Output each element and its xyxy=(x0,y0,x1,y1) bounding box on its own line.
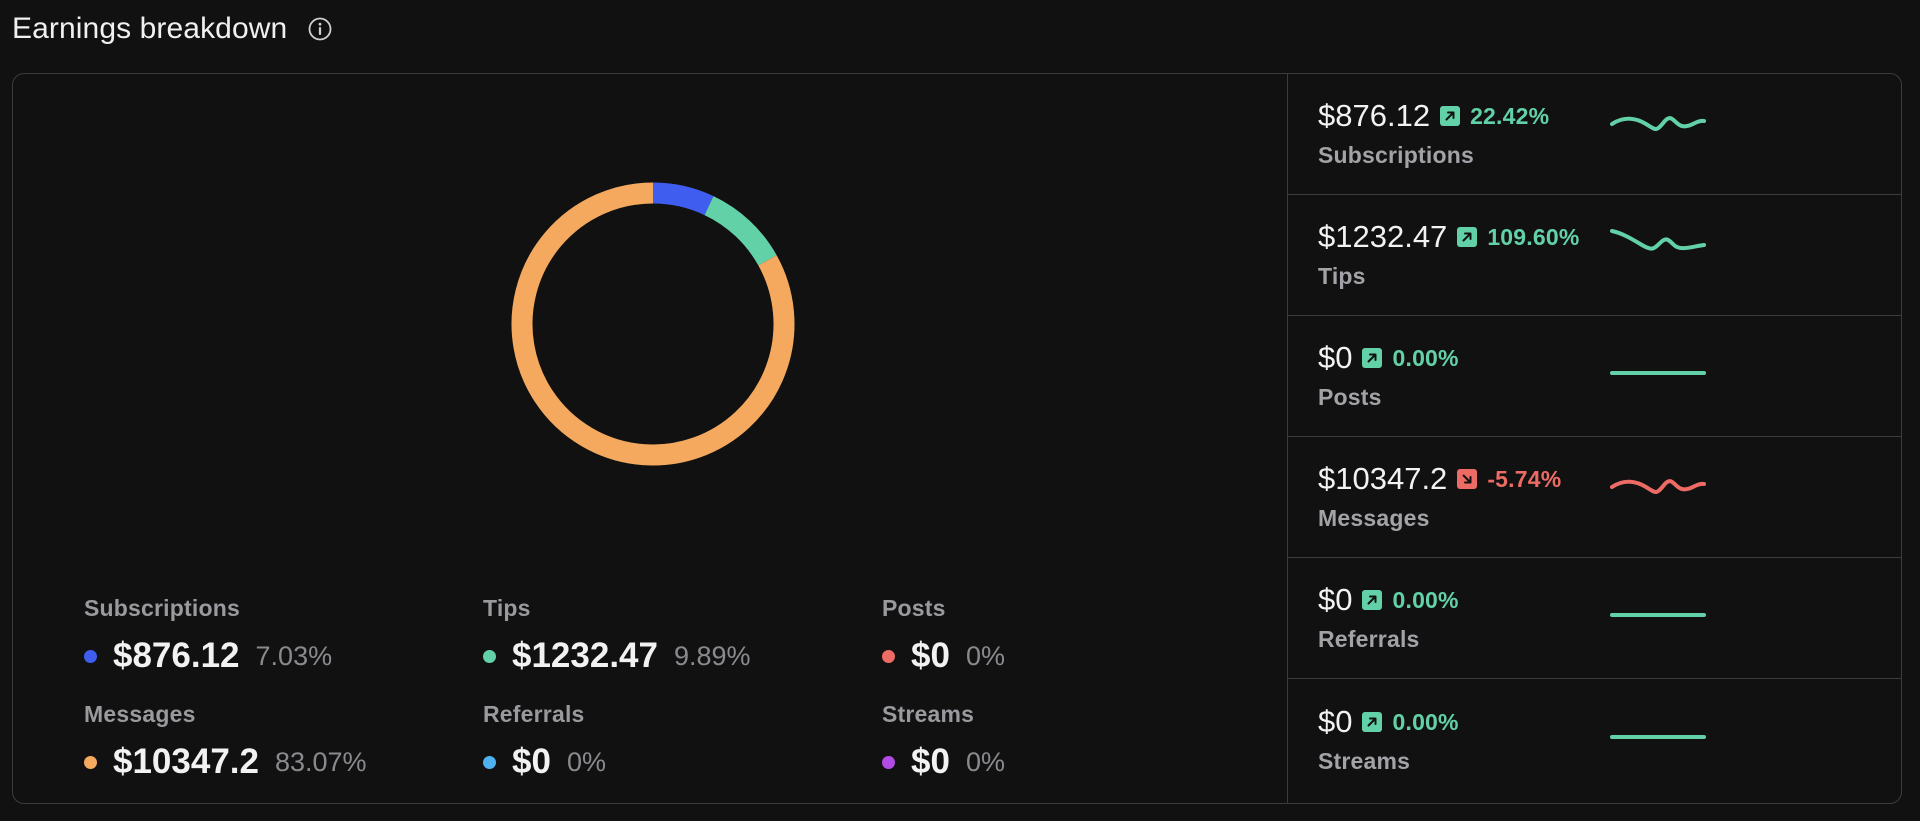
stats-panel: $876.12 22.42% Subscriptions $1232.47 10… xyxy=(1287,74,1901,803)
stat-label: Subscriptions xyxy=(1318,142,1474,168)
stat-value: $0 xyxy=(1318,582,1353,617)
legend-label: Subscriptions xyxy=(84,595,240,621)
stat-change: -5.74% xyxy=(1487,465,1562,492)
stat-change: 0.00% xyxy=(1392,708,1459,735)
legend-item-referrals: Referrals $0 0% xyxy=(483,701,606,782)
legend-item-streams: Streams $0 0% xyxy=(882,701,1005,782)
stat-change: 0.00% xyxy=(1392,586,1459,613)
legend-percent: 7.03% xyxy=(255,640,333,671)
legend-label: Messages xyxy=(84,701,196,727)
section-header: Earnings breakdown xyxy=(12,8,333,50)
stat-value: $10347.2 xyxy=(1318,461,1448,496)
stat-row-posts[interactable]: $0 0.00% Posts xyxy=(1288,316,1901,437)
legend-label: Referrals xyxy=(483,701,585,727)
earnings-card: Subscriptions $876.12 7.03% Tips $1232.4… xyxy=(12,73,1902,804)
stat-change: 22.42% xyxy=(1470,102,1550,129)
stat-row-referrals[interactable]: $0 0.00% Referrals xyxy=(1288,558,1901,679)
info-icon[interactable] xyxy=(307,16,333,42)
donut-chart xyxy=(511,182,795,466)
donut-slice-messages xyxy=(511,182,795,466)
stat-label: Streams xyxy=(1318,748,1411,774)
sparkline xyxy=(1610,735,1706,739)
trend-up-icon xyxy=(1440,106,1461,126)
legend-percent: 0% xyxy=(566,746,606,777)
legend-percent: 9.89% xyxy=(673,640,751,671)
sparkline-path xyxy=(1610,116,1706,131)
legend-percent: 83.07% xyxy=(274,746,367,777)
stat-row-messages[interactable]: $10347.2 -5.74% Messages xyxy=(1288,437,1901,558)
legend-value: $0 xyxy=(911,636,950,675)
legend-item-posts: Posts $0 0% xyxy=(882,595,1005,676)
stat-change: 109.60% xyxy=(1487,223,1580,250)
legend-percent: 0% xyxy=(965,640,1005,671)
trend-up-icon xyxy=(1362,590,1383,610)
donut-slice-subscriptions xyxy=(652,182,714,216)
legend-percent: 0% xyxy=(965,746,1005,777)
info-circle-icon xyxy=(308,17,332,41)
stat-row-tips[interactable]: $1232.47 109.60% Tips xyxy=(1288,195,1901,316)
stat-value: $0 xyxy=(1318,340,1353,375)
sparkline xyxy=(1610,371,1706,375)
stat-value: $0 xyxy=(1318,704,1353,739)
stat-row-subscriptions[interactable]: $876.12 22.42% Subscriptions xyxy=(1288,74,1901,195)
stat-value: $1232.47 xyxy=(1318,219,1448,254)
legend-value: $1232.47 xyxy=(512,636,658,675)
stat-value: $876.12 xyxy=(1318,98,1431,133)
legend-dot xyxy=(84,649,97,663)
legend-item-tips: Tips $1232.47 9.89% xyxy=(483,595,751,676)
page-title: Earnings breakdown xyxy=(12,12,288,45)
legend-dot xyxy=(483,649,496,663)
legend-item-subscriptions: Subscriptions $876.12 7.03% xyxy=(84,595,332,676)
legend-value: $0 xyxy=(911,742,950,781)
trend-up-icon xyxy=(1457,227,1478,247)
stat-row-streams[interactable]: $0 0.00% Streams xyxy=(1288,680,1901,801)
legend-label: Streams xyxy=(882,701,975,727)
trend-up-icon xyxy=(1362,712,1383,732)
breakdown-panel: Subscriptions $876.12 7.03% Tips $1232.4… xyxy=(13,74,1287,803)
legend-value: $10347.2 xyxy=(113,742,259,781)
stat-label: Referrals xyxy=(1318,626,1420,652)
sparkline-path xyxy=(1610,229,1706,251)
stat-label: Messages xyxy=(1318,505,1430,531)
legend-dot xyxy=(84,755,97,769)
legend-dot xyxy=(882,649,895,663)
stat-change: 0.00% xyxy=(1392,344,1459,371)
legend-item-messages: Messages $10347.2 83.07% xyxy=(84,701,367,782)
stat-label: Posts xyxy=(1318,384,1382,410)
legend-value: $0 xyxy=(512,742,551,781)
sparkline xyxy=(1610,479,1706,494)
legend-dot xyxy=(483,755,496,769)
stat-label: Tips xyxy=(1318,263,1366,289)
trend-down-icon xyxy=(1457,469,1478,489)
sparkline xyxy=(1610,116,1706,131)
legend-label: Tips xyxy=(483,595,531,621)
legend-label: Posts xyxy=(882,595,946,621)
legend-dot xyxy=(882,755,895,769)
sparkline-path xyxy=(1610,479,1706,494)
sparkline xyxy=(1610,613,1706,617)
legend-value: $876.12 xyxy=(113,636,240,675)
trend-up-icon xyxy=(1362,348,1383,368)
donut-slice-tips xyxy=(704,196,777,266)
sparkline xyxy=(1610,229,1706,251)
